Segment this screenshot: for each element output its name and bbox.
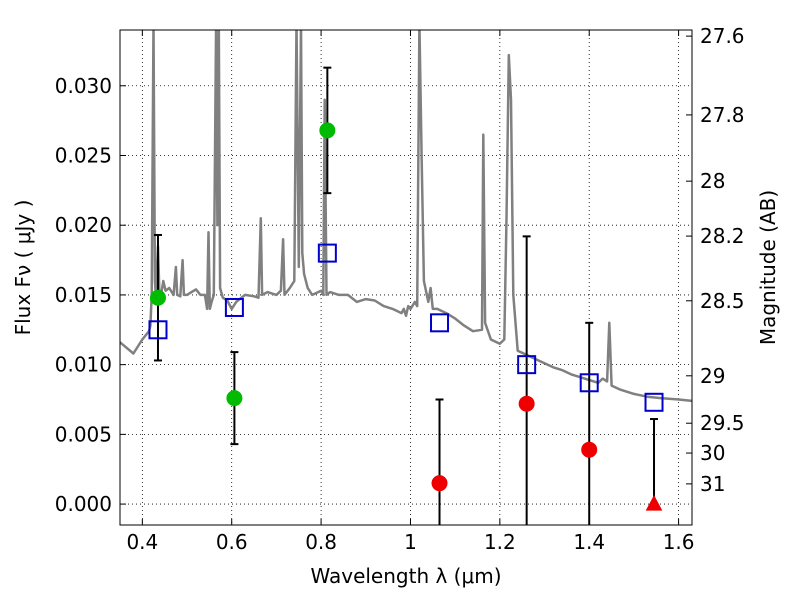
- upper-limit-point: [645, 495, 663, 511]
- y2-axis: 27.6 27.8 28 28.2 28.5 29 29.5 30 31: [686, 24, 745, 496]
- x-tick-label: 1.2: [484, 530, 516, 554]
- y-axis: 0.000 0.005 0.010 0.015 0.020 0.025 0.030: [55, 74, 126, 516]
- x-tick-label: 1: [404, 530, 417, 554]
- x-axis-title: Wavelength λ (μm): [310, 564, 501, 588]
- y2-tick-label: 30: [700, 441, 725, 465]
- model-photometry-point: [148, 320, 168, 340]
- x-tick-label: 1.6: [663, 530, 695, 554]
- model-spectrum-line: [120, 30, 692, 403]
- data-point: [581, 441, 598, 458]
- y-tick-label: 0.030: [55, 74, 112, 98]
- y2-tick-label: 28.5: [700, 289, 745, 313]
- y2-tick-label: 27.6: [700, 24, 745, 48]
- y2-tick-label: 28.2: [700, 224, 745, 248]
- x-tick-label: 1.4: [573, 530, 605, 554]
- error-bar: [585, 321, 594, 525]
- x-tick-label: 0.4: [126, 530, 158, 554]
- grid: [120, 30, 692, 525]
- y2-tick-label: 28: [700, 169, 725, 193]
- error-bar: [522, 235, 531, 525]
- model-photometry-point: [317, 243, 337, 263]
- y2-axis-title: Magnitude (AB): [756, 190, 780, 345]
- y-tick-label: 0.005: [55, 422, 112, 446]
- y-tick-label: 0.015: [55, 283, 112, 307]
- data-points-layer: [148, 66, 664, 525]
- x-axis: 0.4 0.6 0.8 1 1.2 1.4 1.6: [126, 30, 695, 554]
- y-tick-label: 0.025: [55, 143, 112, 167]
- data-point: [431, 475, 448, 492]
- x-tick-label: 0.8: [305, 530, 337, 554]
- data-point: [319, 122, 336, 139]
- data-point: [149, 289, 166, 306]
- model-photometry-point: [430, 313, 450, 333]
- error-bar: [650, 418, 659, 506]
- y2-tick-label: 31: [700, 472, 725, 496]
- y-tick-label: 0.000: [55, 492, 112, 516]
- model-photometry-point: [517, 355, 537, 375]
- y-axis-title: Flux Fν ( μJy ): [11, 200, 35, 336]
- data-point: [518, 395, 535, 412]
- data-point: [226, 390, 243, 407]
- y-tick-label: 0.010: [55, 353, 112, 377]
- y2-tick-label: 29: [700, 364, 725, 388]
- model-photometry-point: [579, 373, 599, 393]
- model-spectrum-layer: [120, 30, 692, 403]
- y-tick-label: 0.020: [55, 213, 112, 237]
- model-photometry-point: [644, 392, 664, 412]
- model-photometry-point: [224, 297, 244, 317]
- plot-frame: [119, 29, 693, 526]
- error-bar: [435, 398, 444, 525]
- y2-tick-label: 27.8: [700, 103, 745, 127]
- y2-tick-label: 29.5: [700, 411, 745, 435]
- x-tick-label: 0.6: [216, 530, 248, 554]
